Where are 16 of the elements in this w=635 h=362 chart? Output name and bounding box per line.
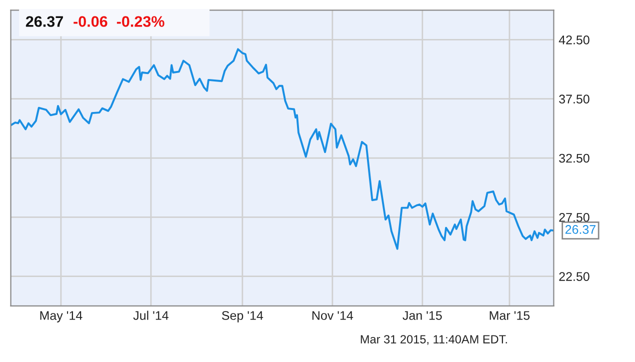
x-tick-label: May '14 — [40, 311, 82, 322]
x-tick-label: Jul '14 — [133, 310, 168, 320]
y-tick-label: 32.50 — [559, 154, 590, 163]
y-tick-label: 22.50 — [559, 272, 590, 281]
y-tick-label: 27.50 — [559, 212, 590, 222]
text: Mar 31 2015, 11:40AM EDT. — [360, 335, 507, 345]
chart-title: 26.37 — [26, 16, 63, 27]
chart-subtitle: -0.06 -0.23% — [74, 16, 164, 27]
line-series — [10, 48, 554, 250]
y-tick-label: 37.50 — [559, 94, 590, 104]
x-tick-label: Nov '14 — [312, 311, 354, 320]
annotation: 26.37 — [565, 225, 596, 234]
y-tick-label: 42.50 — [558, 36, 590, 44]
x-tick-label: Mar '15 — [490, 311, 530, 320]
x-tick-label: Sep '14 — [222, 311, 264, 322]
x-tick-label: Jan '15 — [402, 311, 442, 320]
